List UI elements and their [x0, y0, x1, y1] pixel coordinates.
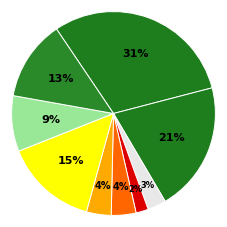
Text: 9%: 9%: [41, 115, 60, 125]
Text: 2%: 2%: [129, 185, 143, 194]
Text: 15%: 15%: [58, 155, 85, 165]
Wedge shape: [111, 114, 136, 215]
Text: 31%: 31%: [123, 49, 149, 59]
Text: 4%: 4%: [113, 182, 129, 192]
Text: 13%: 13%: [47, 74, 74, 84]
Wedge shape: [57, 12, 212, 114]
Text: 3%: 3%: [140, 181, 154, 190]
Wedge shape: [114, 114, 165, 209]
Wedge shape: [19, 114, 114, 212]
Text: 21%: 21%: [159, 133, 185, 143]
Text: 4%: 4%: [95, 181, 111, 191]
Wedge shape: [13, 29, 114, 114]
Wedge shape: [86, 114, 114, 215]
Wedge shape: [114, 114, 148, 213]
Wedge shape: [114, 88, 215, 201]
Wedge shape: [12, 96, 114, 151]
